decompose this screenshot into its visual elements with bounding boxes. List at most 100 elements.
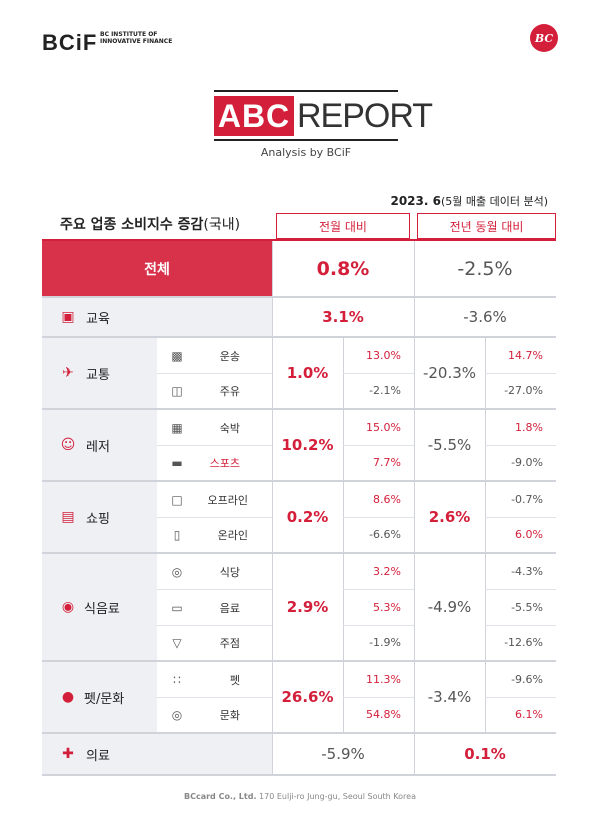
lodging-yoy: 1.8% — [515, 421, 543, 434]
sub-offline: □ 오프라인 — [171, 492, 248, 507]
sub-culture: ◎ 문화 — [171, 707, 240, 722]
shopping-mom: 0.2% — [286, 508, 329, 526]
book-icon: ▣ — [61, 309, 75, 325]
sub-separator — [485, 625, 556, 626]
education-label: ▣ 교육 — [61, 309, 110, 327]
sub-separator — [343, 697, 414, 698]
footer: BCcard Co., Ltd. 170 Eulji-ro Jung-gu, S… — [184, 792, 416, 801]
bcif-logo: BCiF — [42, 30, 98, 55]
row-separator — [42, 774, 556, 776]
sub-separator — [343, 589, 414, 590]
card-icon: ▤ — [61, 509, 75, 525]
leisure-bg — [42, 410, 157, 480]
cocktail-icon: ▽ — [172, 635, 182, 650]
sub-separator — [343, 445, 414, 446]
sub-separator — [343, 373, 414, 374]
leisure-label: ☺ 레저 — [60, 437, 110, 455]
report-date: 2023. 6(5월 매출 데이터 분석) — [390, 194, 548, 208]
row-separator — [42, 552, 556, 554]
syringe-icon: ✚ — [62, 746, 74, 762]
cup-icon: ▭ — [171, 600, 183, 615]
paw-icon: ∷ — [173, 672, 181, 687]
education-bg — [42, 298, 272, 336]
leisure-mom: 10.2% — [281, 436, 334, 454]
row-separator — [42, 336, 556, 338]
logo-subtitle: BC INSTITUTE OF INNOVATIVE FINANCE — [100, 31, 173, 45]
education-yoy: -3.6% — [463, 308, 507, 326]
petsub-mom: 11.3% — [366, 673, 401, 686]
row-separator — [42, 660, 556, 662]
col-header-yoy: 전년 동월 대비 — [417, 213, 556, 239]
col-header-mom: 전월 대비 — [276, 213, 410, 239]
sports-yoy: -9.0% — [511, 456, 543, 469]
airplane-icon: ✈ — [62, 365, 74, 381]
sub-fuel: ◫ 주유 — [171, 383, 240, 398]
food-yoy: -4.9% — [427, 598, 472, 616]
sub-separator — [157, 373, 272, 374]
sub-beverage: ▭ 음료 — [171, 600, 240, 615]
beverage-mom: 5.3% — [373, 601, 401, 614]
online-yoy: 6.0% — [515, 528, 543, 541]
shopping-label: ▤ 쇼핑 — [61, 509, 110, 527]
fuel-pump-icon: ◫ — [171, 383, 183, 398]
bus-icon: ▩ — [171, 348, 183, 363]
table-title: 주요 업종 소비지수 증감(국내) — [60, 217, 241, 233]
bar-mom: -1.9% — [369, 636, 401, 649]
transport-bg — [42, 338, 157, 408]
medical-bg — [42, 734, 272, 774]
shopping-bag-icon: □ — [171, 492, 183, 507]
sub-divider-mom — [343, 338, 344, 732]
sub-separator — [485, 445, 556, 446]
medical-label: ✚ 의료 — [60, 734, 110, 774]
film-icon: ◎ — [171, 707, 183, 722]
bc-badge-icon: BC — [530, 24, 558, 52]
sub-separator — [157, 445, 272, 446]
sub-separator — [157, 625, 272, 626]
sub-pet: ∷ 펫 — [170, 662, 240, 697]
sports-mom: 7.7% — [373, 456, 401, 469]
sub-separator — [485, 373, 556, 374]
phone-icon: ▯ — [173, 527, 181, 542]
transport-yoy: -20.3% — [422, 364, 477, 382]
total-yoy: -2.5% — [457, 257, 513, 280]
report-bottom-rule — [214, 139, 398, 141]
transit-mom: 13.0% — [366, 349, 401, 362]
offline-mom: 8.6% — [373, 493, 401, 506]
pet-mom: 26.6% — [281, 688, 334, 706]
food-mom: 2.9% — [286, 598, 329, 616]
restaurant-mom: 3.2% — [373, 565, 401, 578]
offline-yoy: -0.7% — [511, 493, 543, 506]
sub-divider-yoy — [485, 338, 486, 732]
leisure-yoy: -5.5% — [427, 436, 472, 454]
transit-yoy: 14.7% — [508, 349, 543, 362]
smile-icon: ☺ — [60, 437, 76, 453]
report-word: REPORT — [297, 96, 433, 135]
sub-separator — [157, 517, 272, 518]
culture-yoy: 6.1% — [515, 708, 543, 721]
row-separator — [42, 480, 556, 482]
total-label: 전체 — [42, 241, 272, 296]
education-mom: 3.1% — [322, 308, 364, 326]
col-divider-1 — [272, 241, 273, 774]
medical-yoy: 0.1% — [464, 745, 506, 763]
col-divider-2 — [414, 241, 415, 774]
pet-bg — [42, 662, 157, 732]
food-label: ◉ 식음료 — [61, 599, 120, 617]
sub-separator — [343, 625, 414, 626]
restaurant-yoy: -4.3% — [511, 565, 543, 578]
shopping-bg — [42, 482, 157, 552]
report-byline: Analysis by BCiF — [260, 146, 352, 159]
dog-icon: ● — [61, 689, 75, 705]
lodging-mom: 15.0% — [366, 421, 401, 434]
petsub-yoy: -9.6% — [511, 673, 543, 686]
sub-bar: ▽ 주점 — [170, 625, 240, 660]
beverage-yoy: -5.5% — [511, 601, 543, 614]
fuel-mom: -2.1% — [369, 384, 401, 397]
report-top-rule — [214, 90, 398, 92]
bar-yoy: -12.6% — [504, 636, 543, 649]
header-rule — [42, 239, 556, 241]
online-mom: -6.6% — [369, 528, 401, 541]
dumbbell-icon: ▬ — [171, 455, 183, 470]
sub-lodging: ▦ 숙박 — [171, 420, 240, 435]
building-icon: ▦ — [171, 420, 183, 435]
